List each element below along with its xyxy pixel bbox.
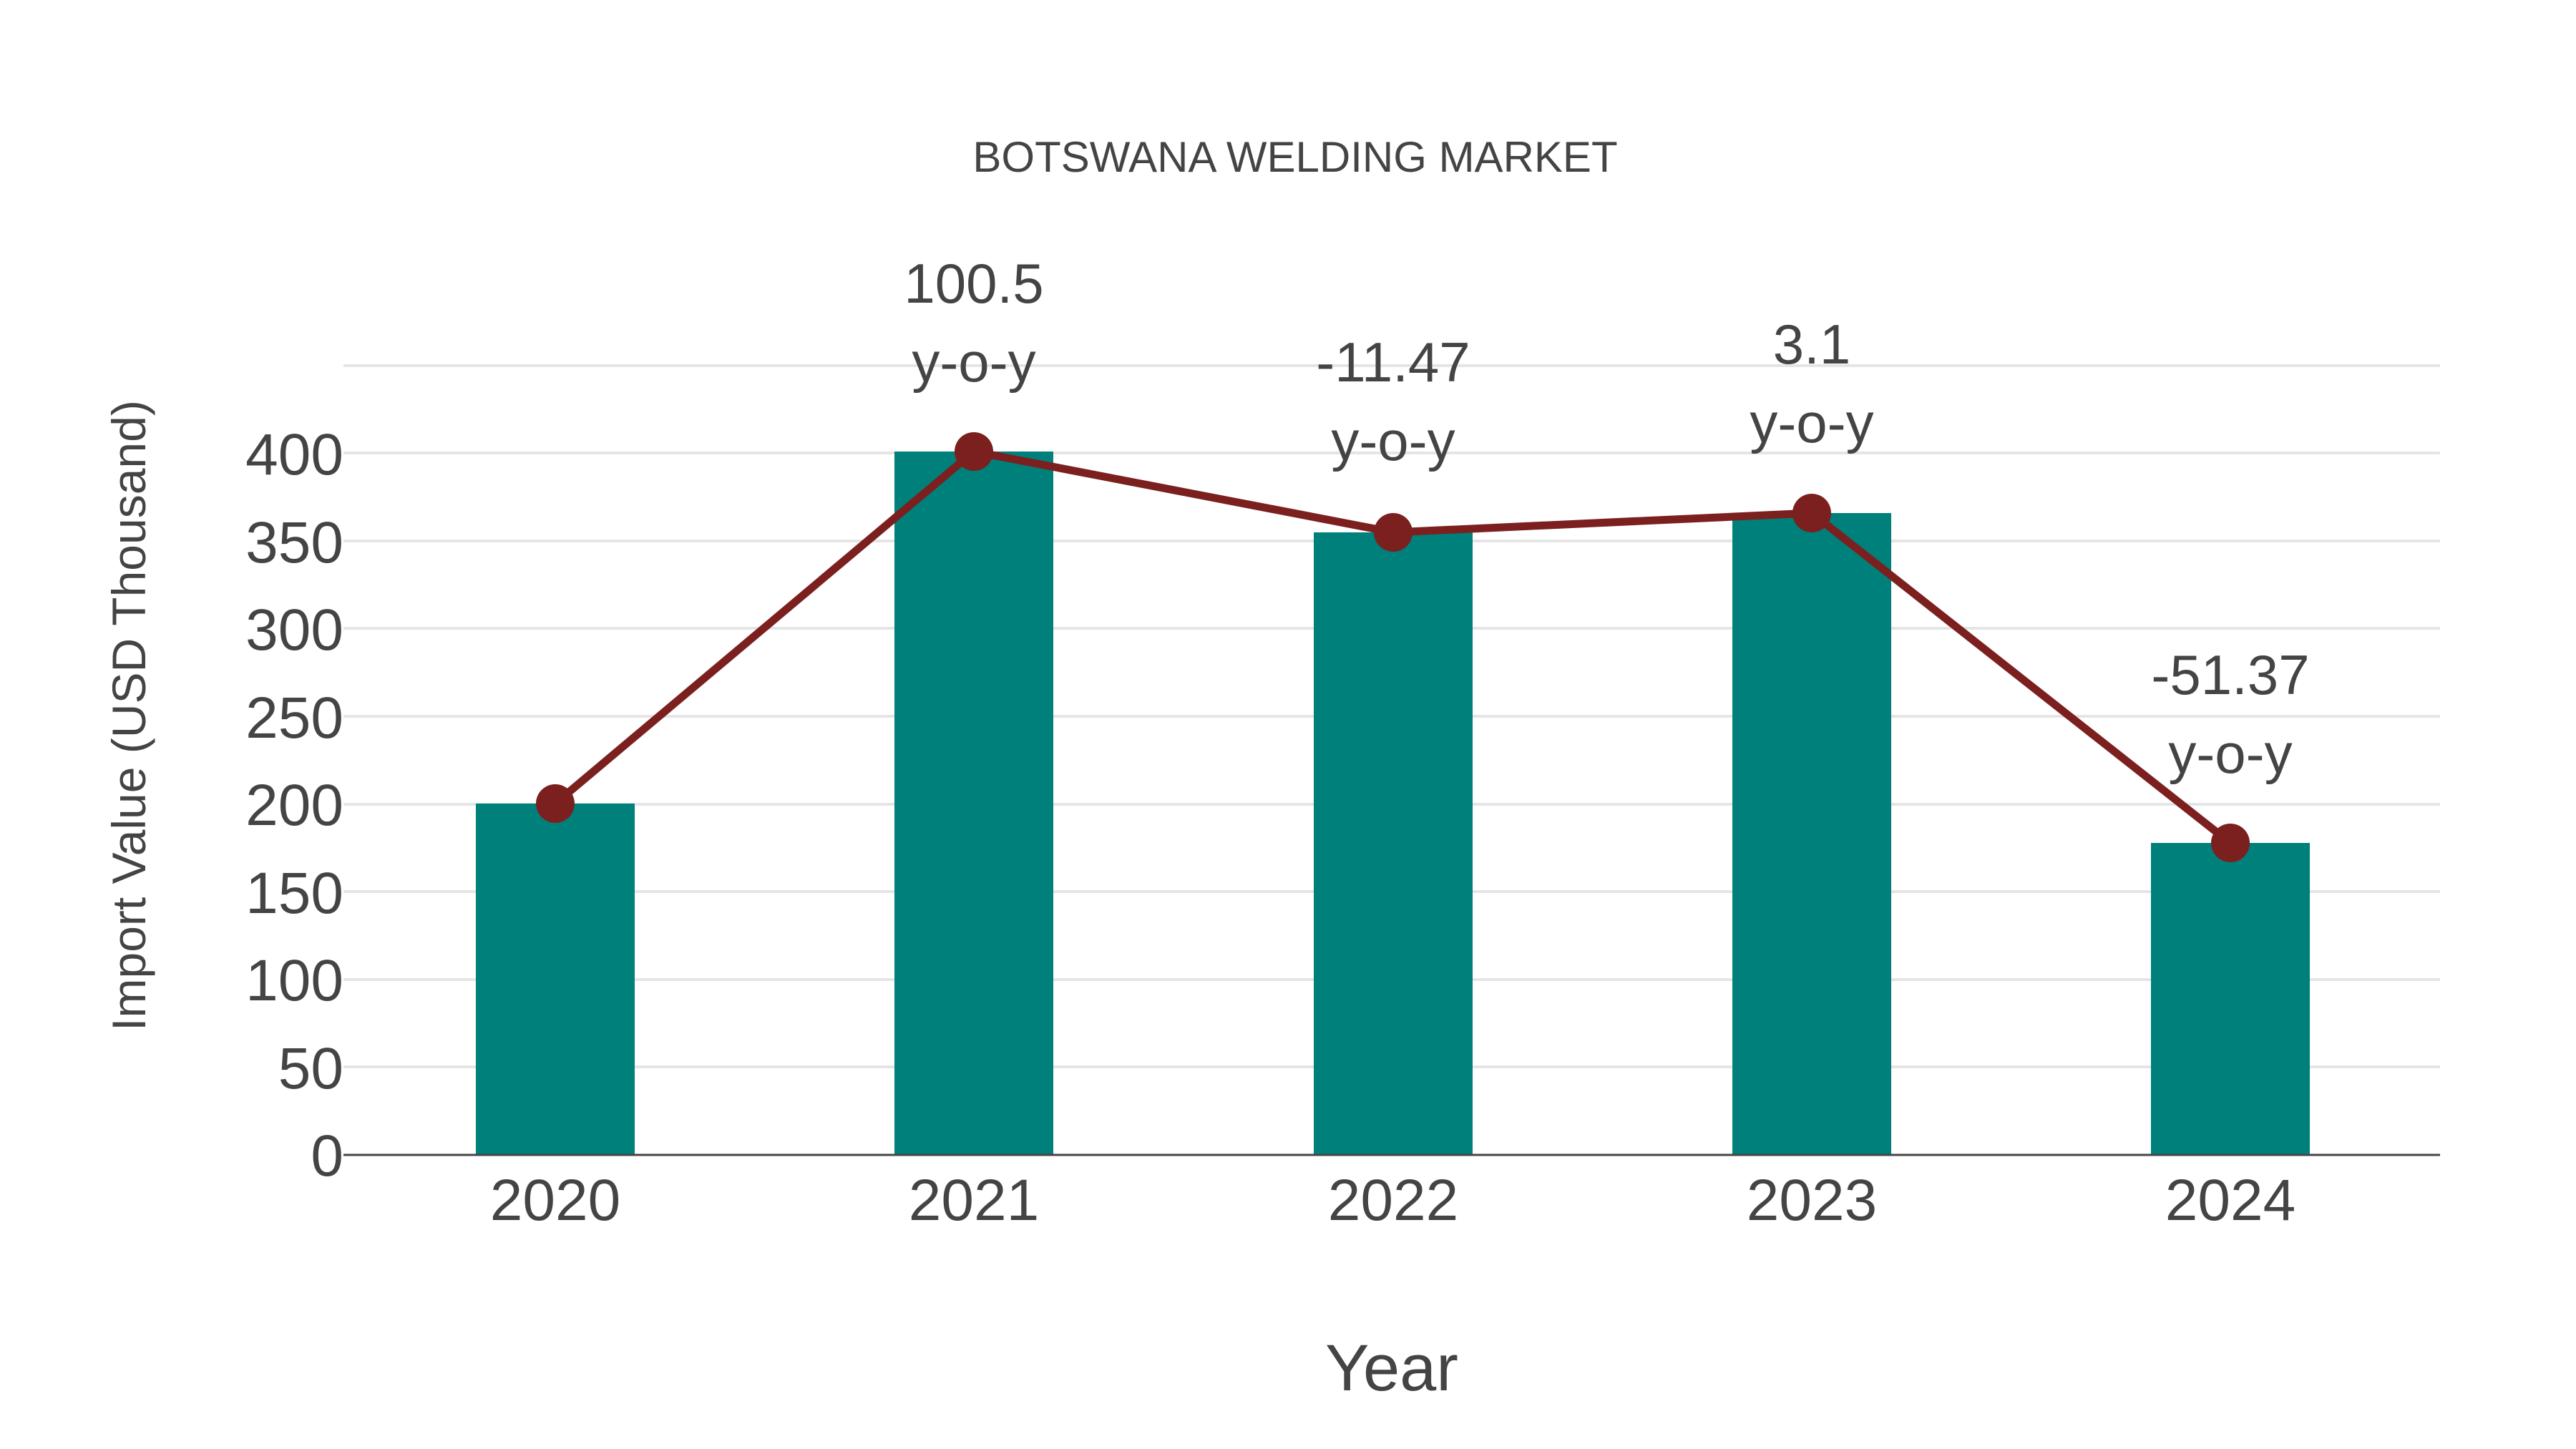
point-2024[interactable] [2211, 824, 2250, 862]
x-tick-labels: 2020 2021 2022 2023 2024 [490, 1168, 2296, 1233]
x-tick: 2021 [909, 1168, 1039, 1233]
bar-2024[interactable] [2151, 843, 2310, 1155]
bar-2022[interactable] [1314, 532, 1473, 1155]
y-tick: 300 [245, 597, 343, 663]
chart-title: BOTSWANA WELDING MARKET [972, 133, 1618, 181]
y-tick: 200 [245, 773, 343, 838]
yoy-suffix-2021: y-o-y [912, 331, 1035, 394]
yoy-suffix-2024: y-o-y [2168, 722, 2292, 785]
bar-2020[interactable] [476, 804, 635, 1155]
x-tick: 2024 [2165, 1168, 2296, 1233]
x-tick: 2022 [1328, 1168, 1458, 1233]
yoy-suffix-2022: y-o-y [1331, 409, 1455, 472]
bars [476, 452, 2310, 1155]
yoy-value-2023: 3.1 [1773, 313, 1850, 376]
bar-2023[interactable] [1732, 513, 1891, 1155]
y-tick: 100 [245, 948, 343, 1013]
y-tick: 0 [311, 1123, 343, 1189]
y-tick: 150 [245, 861, 343, 926]
point-2023[interactable] [1792, 494, 1831, 532]
yoy-value-2024: -51.37 [2151, 643, 2309, 706]
y-tick: 250 [245, 686, 343, 751]
yoy-value-2022: -11.47 [1316, 331, 1470, 394]
point-2022[interactable] [1374, 513, 1413, 552]
bar-2021[interactable] [894, 452, 1053, 1155]
x-axis-label: Year [1325, 1332, 1458, 1405]
yoy-suffix-2023: y-o-y [1750, 391, 1873, 454]
y-tick: 400 [245, 422, 343, 487]
yoy-annotations: 100.5 y-o-y -11.47 y-o-y 3.1 y-o-y -51.3… [904, 252, 2309, 785]
yoy-value-2021: 100.5 [904, 252, 1043, 315]
y-tick: 350 [245, 510, 343, 575]
x-tick: 2023 [1747, 1168, 1877, 1233]
y-tick: 50 [278, 1036, 343, 1101]
x-tick: 2020 [490, 1168, 620, 1233]
point-2021[interactable] [955, 432, 993, 471]
trend-line [536, 432, 2250, 862]
point-2020[interactable] [536, 784, 575, 823]
y-tick-labels: 0 50 100 150 200 250 300 350 400 [245, 422, 343, 1189]
